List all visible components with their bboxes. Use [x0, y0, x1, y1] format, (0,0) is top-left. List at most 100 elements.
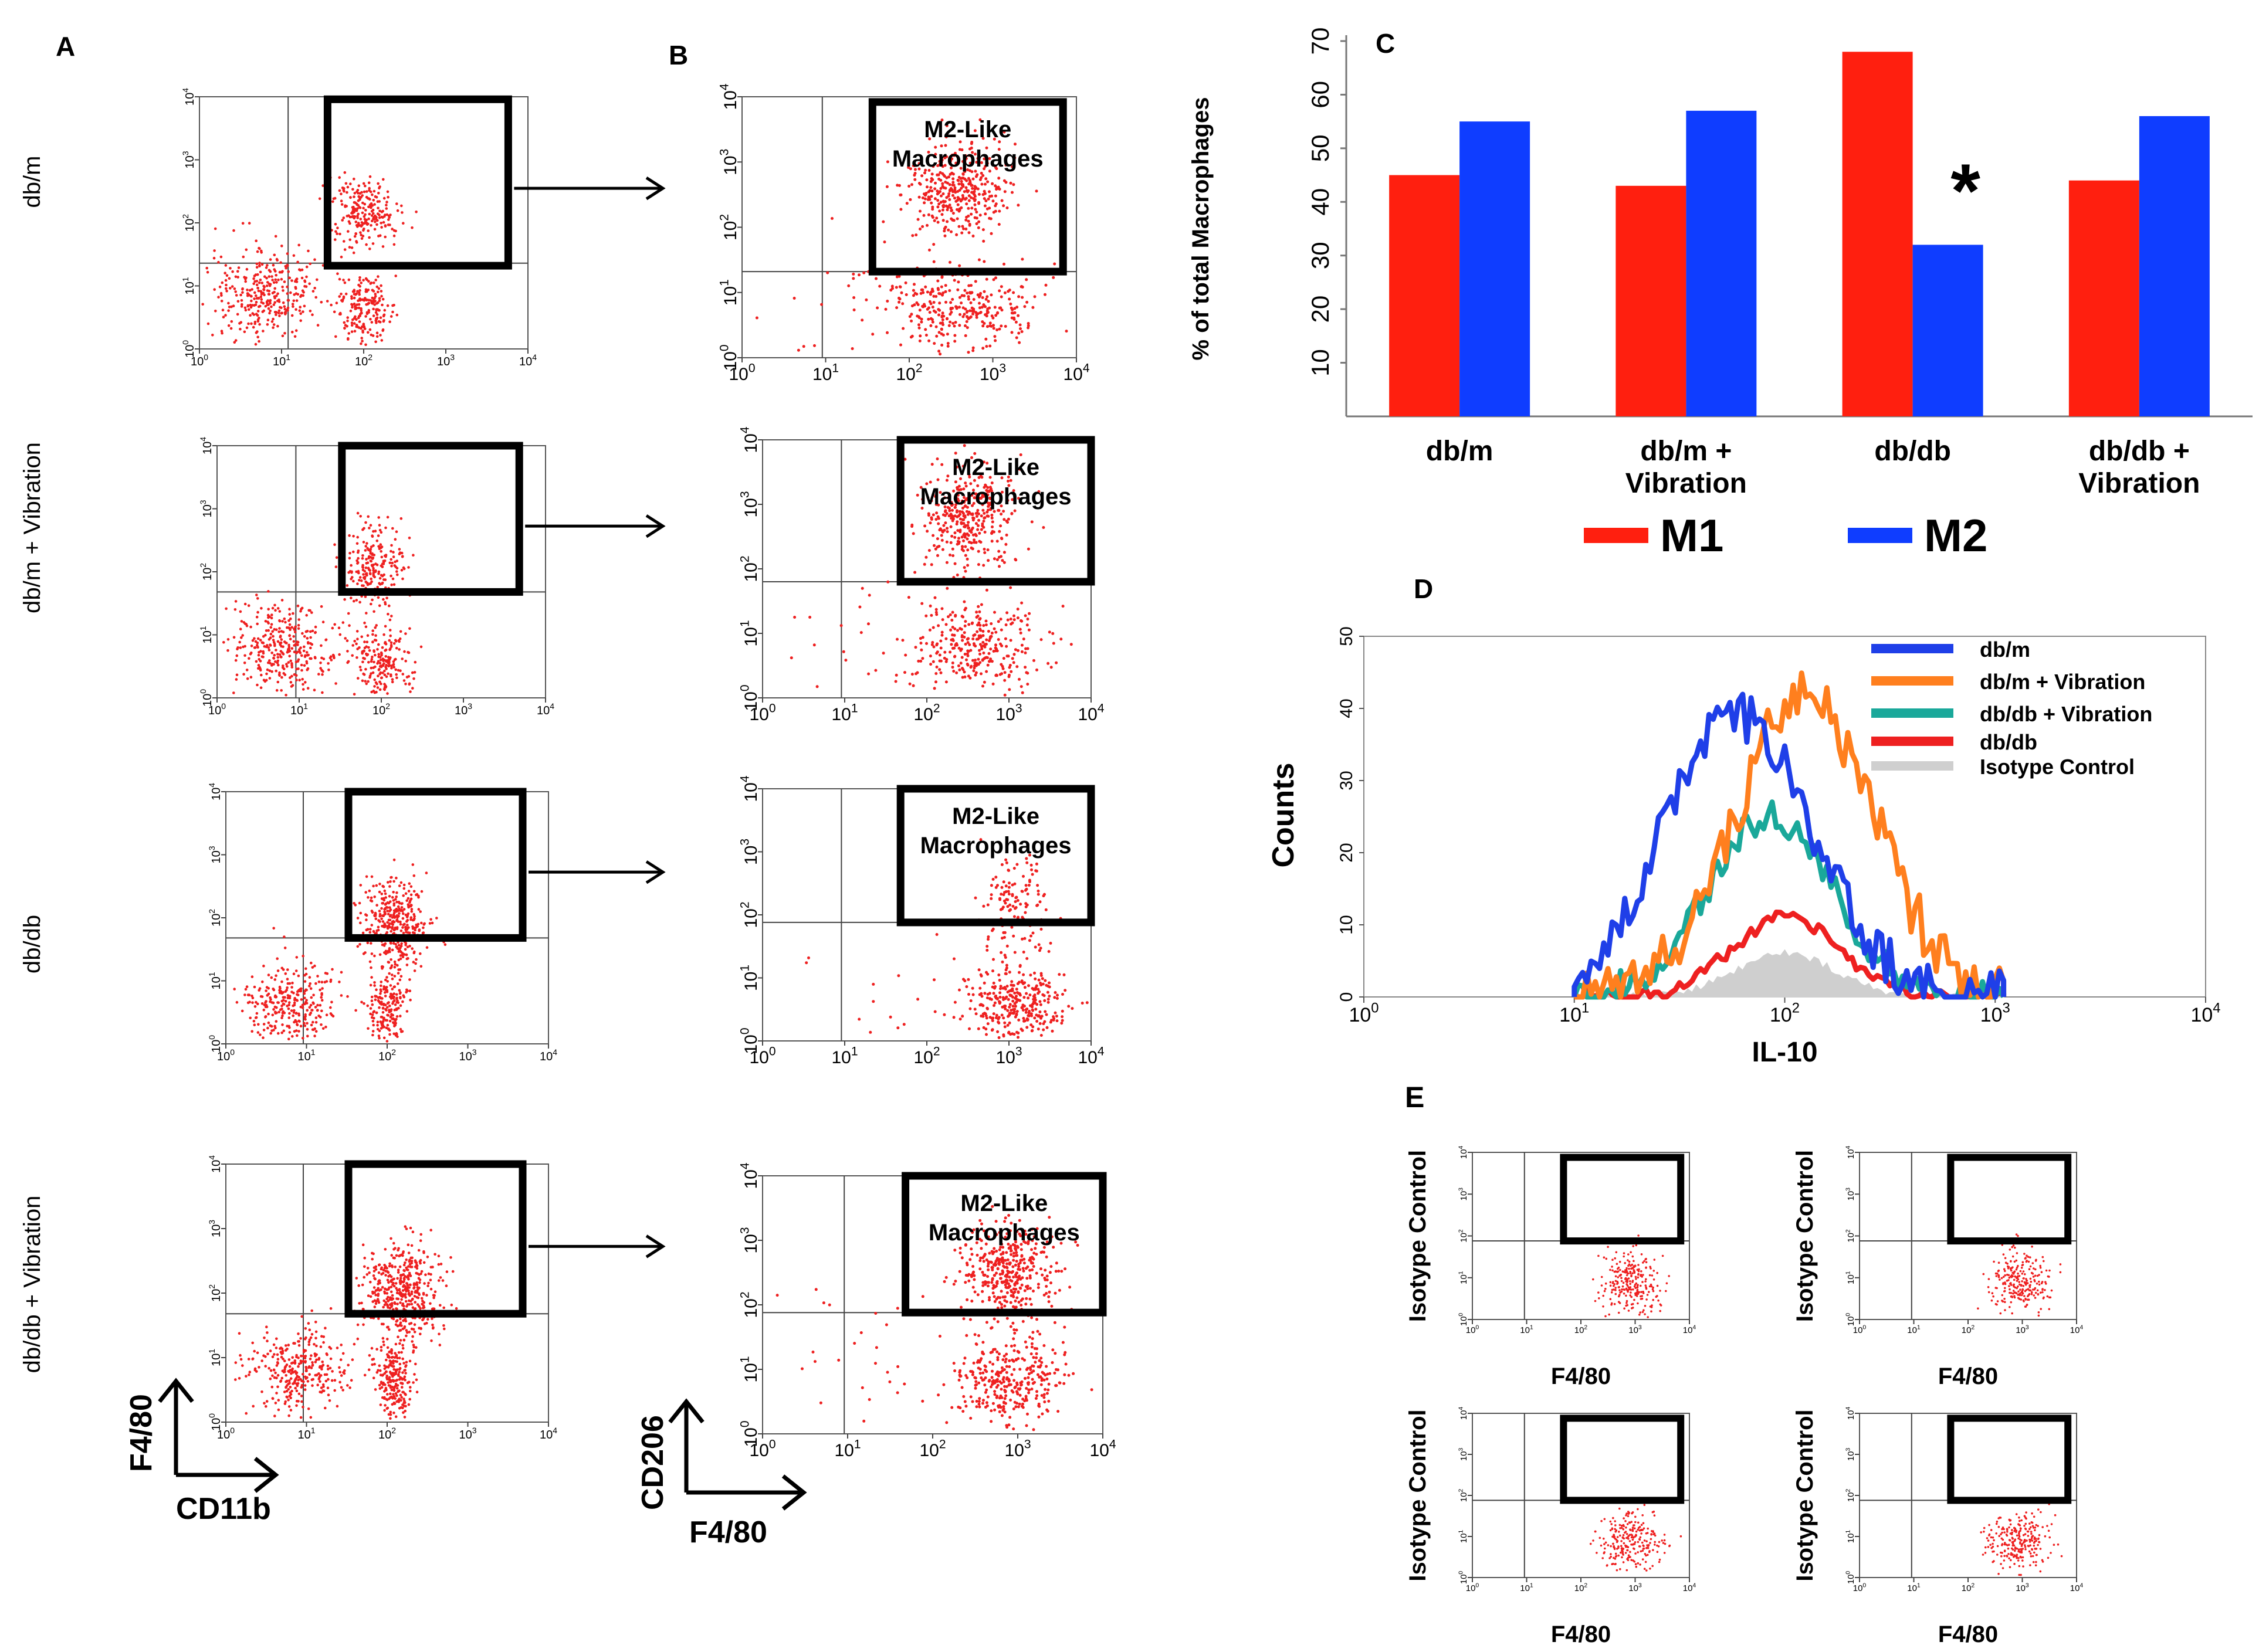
event-dot — [932, 513, 935, 517]
event-dot — [953, 531, 957, 535]
event-dot — [319, 1003, 322, 1007]
event-dot — [240, 636, 243, 639]
event-dot — [976, 528, 980, 531]
event-dot — [380, 917, 383, 920]
event-dot — [390, 549, 392, 553]
event-dot — [317, 673, 320, 676]
event-dot — [376, 1027, 380, 1031]
event-dot — [992, 1012, 995, 1016]
event-dot — [287, 643, 290, 647]
event-dot — [366, 928, 370, 931]
event-dot — [351, 576, 354, 579]
event-dot — [967, 527, 970, 530]
event-dot — [286, 665, 289, 668]
event-dot — [1035, 904, 1039, 907]
event-dot — [986, 311, 990, 314]
event-dot — [1026, 647, 1029, 650]
event-dot — [280, 1004, 283, 1008]
event-dot — [249, 625, 252, 629]
event-dot — [939, 671, 943, 674]
event-dot — [402, 887, 406, 890]
y-tick-label: 100 — [181, 340, 197, 358]
event-dot — [375, 196, 378, 199]
event-dot — [357, 303, 361, 306]
event-dot — [361, 223, 364, 227]
event-dot — [940, 213, 944, 216]
event-dot — [1013, 991, 1017, 995]
event-dot — [1018, 971, 1021, 974]
event-dot — [361, 568, 365, 572]
event-dot — [255, 1000, 258, 1004]
event-dot — [965, 320, 968, 323]
event-dot — [1000, 199, 1004, 202]
event-dot — [234, 275, 238, 279]
event-dot — [1011, 498, 1014, 501]
event-dot — [370, 301, 374, 304]
event-dot — [320, 1335, 323, 1338]
event-dot — [1020, 285, 1024, 288]
event-dot — [935, 933, 939, 936]
event-dot — [292, 1011, 296, 1014]
event-dot — [395, 1008, 398, 1010]
event-dot — [363, 640, 366, 643]
event-dot — [394, 1034, 398, 1037]
event-dot — [408, 627, 411, 630]
event-dot — [388, 910, 391, 912]
event-dot — [964, 643, 967, 646]
event-dot — [292, 1361, 294, 1365]
event-dot — [399, 1015, 402, 1017]
event-dot — [385, 905, 388, 909]
event-dot — [970, 141, 974, 144]
event-dot — [930, 195, 933, 198]
event-dot — [398, 1366, 402, 1370]
event-dot — [1022, 1017, 1025, 1020]
event-dot — [253, 291, 256, 294]
event-dot — [273, 253, 276, 257]
event-dot — [269, 636, 272, 639]
event-dot — [221, 281, 224, 284]
event-dot — [921, 636, 924, 639]
event-dot — [326, 1364, 330, 1368]
event-dot — [394, 1397, 397, 1400]
event-dot — [997, 177, 1001, 180]
event-dot — [404, 1369, 407, 1372]
event-dot — [1022, 874, 1025, 878]
event-dot — [989, 508, 993, 511]
event-dot — [1007, 517, 1010, 521]
event-dot — [229, 287, 232, 290]
event-dot — [351, 654, 354, 657]
event-dot — [367, 548, 370, 551]
event-dot — [222, 316, 225, 318]
event-dot — [1007, 886, 1011, 889]
event-dot — [249, 306, 253, 309]
event-dot — [357, 222, 360, 225]
event-dot — [1041, 993, 1045, 996]
event-dot — [958, 668, 961, 671]
event-dot — [1006, 1023, 1010, 1027]
event-dot — [981, 324, 985, 328]
event-dot — [970, 206, 974, 210]
event-dot — [970, 170, 974, 174]
y-tick-label: 102 — [718, 214, 741, 240]
event-dot — [963, 444, 966, 447]
event-dot — [280, 1355, 283, 1359]
event-dot — [920, 174, 924, 178]
event-dot — [971, 312, 974, 316]
event-dot — [951, 662, 954, 664]
event-dot — [1015, 1010, 1019, 1013]
event-dot — [1053, 262, 1056, 266]
event-dot — [1003, 679, 1007, 682]
event-dot — [206, 270, 209, 274]
event-dot — [256, 610, 259, 614]
event-dot — [338, 176, 341, 179]
event-dot — [1000, 893, 1003, 896]
event-dot — [924, 192, 928, 195]
event-dot — [391, 1355, 394, 1359]
event-dot — [1010, 316, 1014, 320]
event-dot — [282, 301, 285, 304]
event-dot — [941, 192, 945, 195]
panel-d-label: D — [1414, 574, 1433, 604]
event-dot — [390, 1014, 394, 1017]
event-dot — [964, 498, 967, 502]
